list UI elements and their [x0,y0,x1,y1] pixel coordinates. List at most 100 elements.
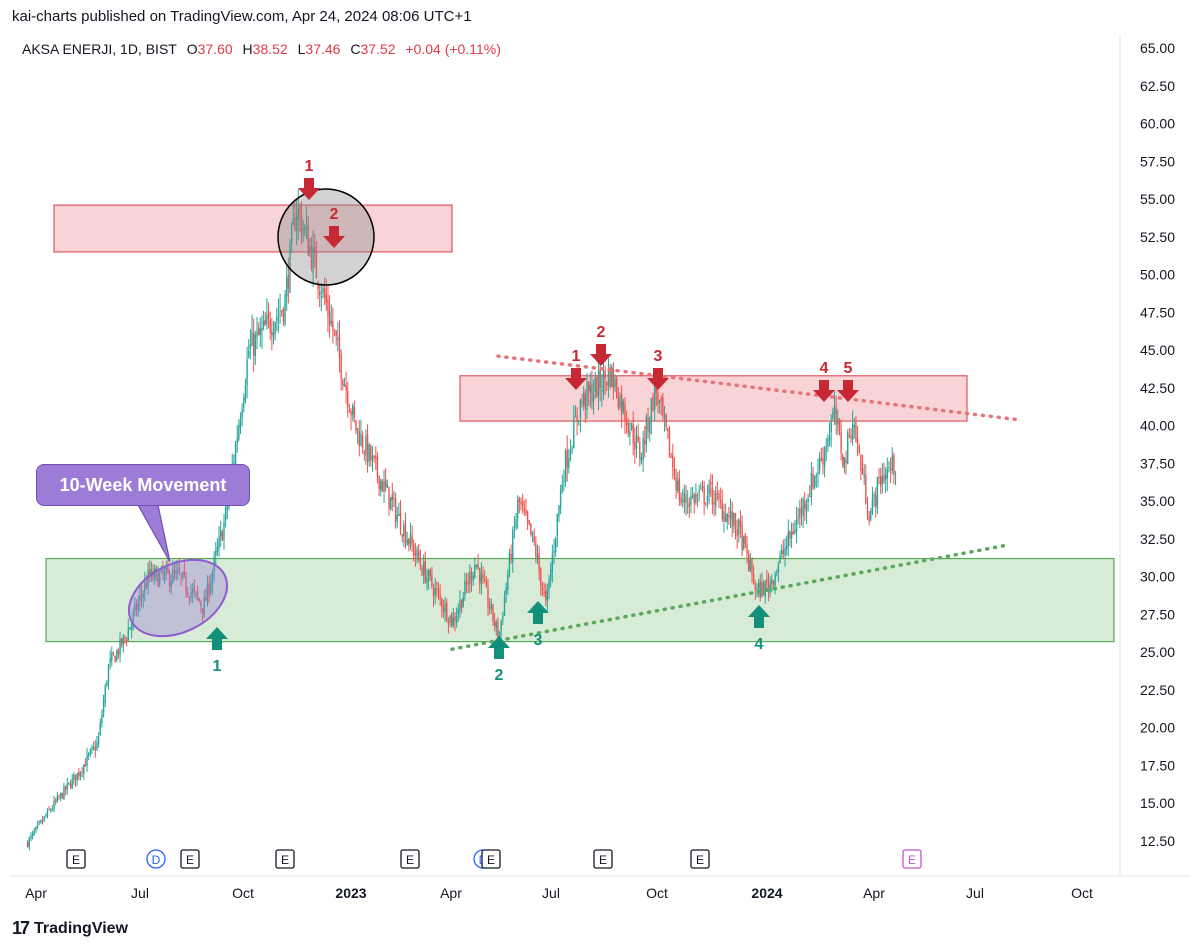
candle-body [467,583,469,586]
ten-week-ellipse [127,558,229,638]
candle-body [455,616,458,624]
candle-body [79,772,82,777]
candle-body [757,582,760,589]
candle-body [578,420,580,423]
candle-body [332,320,334,331]
candle-body [648,421,651,434]
candle-body [515,519,517,528]
candle-body [292,218,294,226]
candle-body [376,456,379,476]
candle-body [215,551,217,556]
candle-body [94,747,96,751]
candle-body [853,425,855,428]
candle-body [540,568,542,587]
support-arrow-3: 3 [527,601,549,649]
candle-body [441,598,443,609]
candle-body [746,543,748,555]
candle-body [127,628,129,641]
event-label: E [696,853,704,867]
high-value: 38.52 [252,41,288,57]
candle-body [383,480,385,492]
candle-body [87,753,90,756]
candle-body [63,786,65,800]
tradingview-logo[interactable]: 17 TradingView [12,918,128,939]
candle-body [670,456,672,458]
candle-body [358,430,360,447]
candle-body [660,397,662,401]
earnings-icon [400,849,420,869]
candle-body [116,650,118,661]
candle-body [592,394,595,401]
candle-body [734,512,737,529]
candle-body [729,511,732,519]
candle-body [48,808,50,810]
candle-body [865,475,867,504]
candle-body [256,331,258,338]
candle-body [61,793,63,799]
candle-body [170,581,172,588]
candle-body [632,424,634,445]
candle-body [846,432,849,464]
candle-body [805,504,808,512]
candle-body [68,782,70,785]
candle-body [804,501,806,509]
candle-body [601,390,603,392]
candle-body [416,549,418,558]
candle-body [239,419,242,429]
candle-body [384,479,387,487]
candle-body [163,571,166,576]
candle-body [591,383,593,403]
candle-body [351,405,354,415]
arrow-up-icon [488,636,510,659]
dividend-icon [146,849,166,869]
y-tick-label: 40.00 [1140,418,1175,434]
y-tick-label: 52.50 [1140,229,1175,245]
callout-tail [136,504,171,563]
candle-body [71,778,73,788]
candle-body [810,473,813,499]
candle-body [655,385,657,394]
candle-body [107,664,110,683]
candle-body [508,553,511,576]
candle-body [625,421,628,426]
resistance-arrow-2: 2 [590,324,612,366]
high-key: H [242,41,253,57]
arrow-label: 5 [844,360,853,377]
candle-body [190,592,192,597]
candle-body [751,558,753,575]
candle-body [858,446,860,453]
candle-body [736,528,738,537]
candle-body [330,320,332,324]
candle-body [474,565,476,578]
candle-body [490,603,492,609]
candle-body [350,411,352,416]
candle-body [635,435,638,449]
arrow-label: 1 [213,658,222,675]
x-tick-label: 2023 [335,885,366,901]
candle-body [668,430,671,458]
candle-body [498,631,501,640]
candle-body [482,574,484,579]
candle-body [657,391,659,405]
candle-body [724,514,727,523]
candle-body [356,428,359,431]
candle-body [594,376,596,393]
candle-body [304,227,306,233]
candle-body [493,621,496,626]
candle-body [46,809,49,817]
candle-body [815,474,818,476]
candle-body [89,749,92,755]
candle-body [446,602,448,621]
candle-body [168,571,171,586]
candle-body [83,764,85,774]
candle-body [528,520,530,525]
candle-body [449,615,451,623]
y-tick-label: 17.50 [1140,757,1175,773]
candle-body [35,826,37,831]
candle-body [54,800,57,802]
candle-body [198,598,200,602]
candle-body [73,774,75,780]
top-arrow-2: 2 [323,206,345,248]
candle-body [820,458,822,461]
